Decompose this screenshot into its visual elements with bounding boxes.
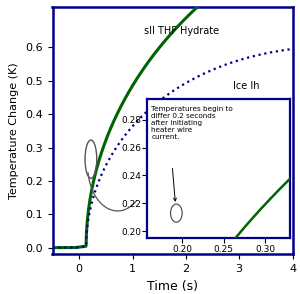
X-axis label: Time (s): Time (s) xyxy=(147,280,198,293)
Text: sII THF Hydrate: sII THF Hydrate xyxy=(144,26,219,36)
Y-axis label: Temperature Change (K): Temperature Change (K) xyxy=(10,63,20,199)
Text: Ice Ih: Ice Ih xyxy=(233,81,259,91)
